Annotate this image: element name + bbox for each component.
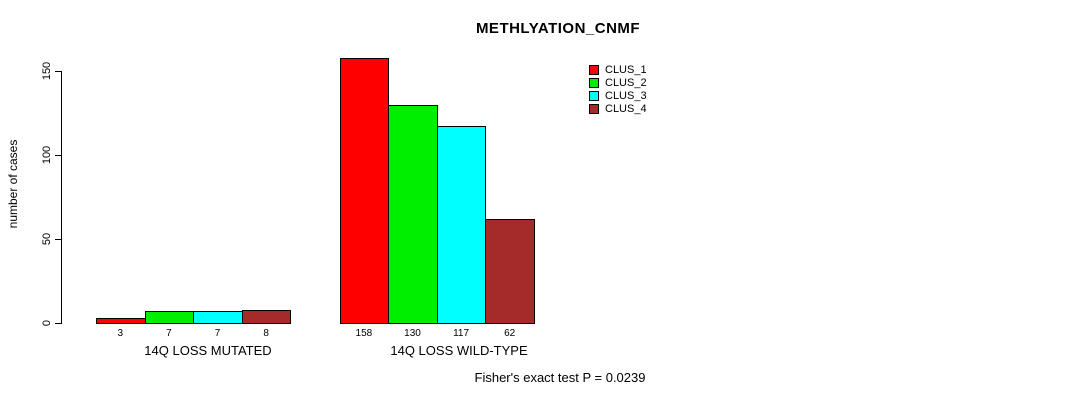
bar-clus_3-group2 — [436, 126, 487, 324]
bar-clus_1-group1 — [96, 317, 146, 324]
legend-label: CLUS_3 — [605, 90, 647, 102]
legend-swatch-icon — [589, 78, 599, 88]
y-tick-label: 150 — [41, 61, 53, 81]
bar-clus_4-group2 — [485, 218, 535, 324]
bar-clus_4-group1 — [241, 309, 292, 324]
legend-label: CLUS_4 — [605, 103, 647, 115]
bar-clus_2-group1 — [144, 311, 195, 324]
y-tick-mark — [55, 323, 61, 324]
bar-value-label: 117 — [453, 328, 470, 339]
legend-swatch-icon — [589, 91, 599, 101]
y-axis-line — [61, 71, 62, 324]
bar-clus_2-group2 — [388, 104, 438, 324]
legend-label: CLUS_2 — [605, 77, 647, 89]
legend-item-clus_1: CLUS_1 — [589, 64, 647, 76]
y-tick-mark — [55, 71, 61, 72]
bar-value-label: 7 — [214, 328, 221, 339]
bar-value-label: 3 — [117, 328, 124, 339]
y-tick-label: 100 — [41, 145, 53, 165]
y-tick-label: 0 — [41, 319, 53, 327]
y-axis-label: number of cases — [6, 139, 20, 229]
annotation-text: Fisher's exact test P = 0.0239 — [474, 370, 646, 385]
legend-item-clus_3: CLUS_3 — [589, 90, 647, 102]
legend-swatch-icon — [589, 65, 599, 75]
bar-value-label: 158 — [355, 328, 373, 339]
bar-value-label: 130 — [404, 328, 421, 339]
legend: CLUS_1 CLUS_2 CLUS_3 CLUS_4 — [589, 65, 647, 117]
bar-value-label: 7 — [166, 328, 172, 339]
chart-title: METHLYATION_CNMF — [475, 20, 641, 37]
bar-clus_3-group1 — [193, 311, 243, 324]
group-label: 14Q LOSS MUTATED — [144, 343, 272, 358]
group-label: 14Q LOSS WILD-TYPE — [390, 343, 528, 358]
bar-value-label: 62 — [504, 328, 516, 339]
y-tick-mark — [55, 239, 61, 240]
bar-clus_1-group2 — [339, 57, 390, 324]
legend-item-clus_4: CLUS_4 — [589, 103, 647, 115]
y-tick-label: 50 — [41, 232, 53, 246]
y-tick-mark — [55, 155, 61, 156]
bar-value-label: 8 — [263, 328, 269, 339]
legend-label: CLUS_1 — [605, 64, 647, 76]
legend-item-clus_2: CLUS_2 — [589, 77, 647, 89]
legend-swatch-icon — [589, 104, 599, 114]
